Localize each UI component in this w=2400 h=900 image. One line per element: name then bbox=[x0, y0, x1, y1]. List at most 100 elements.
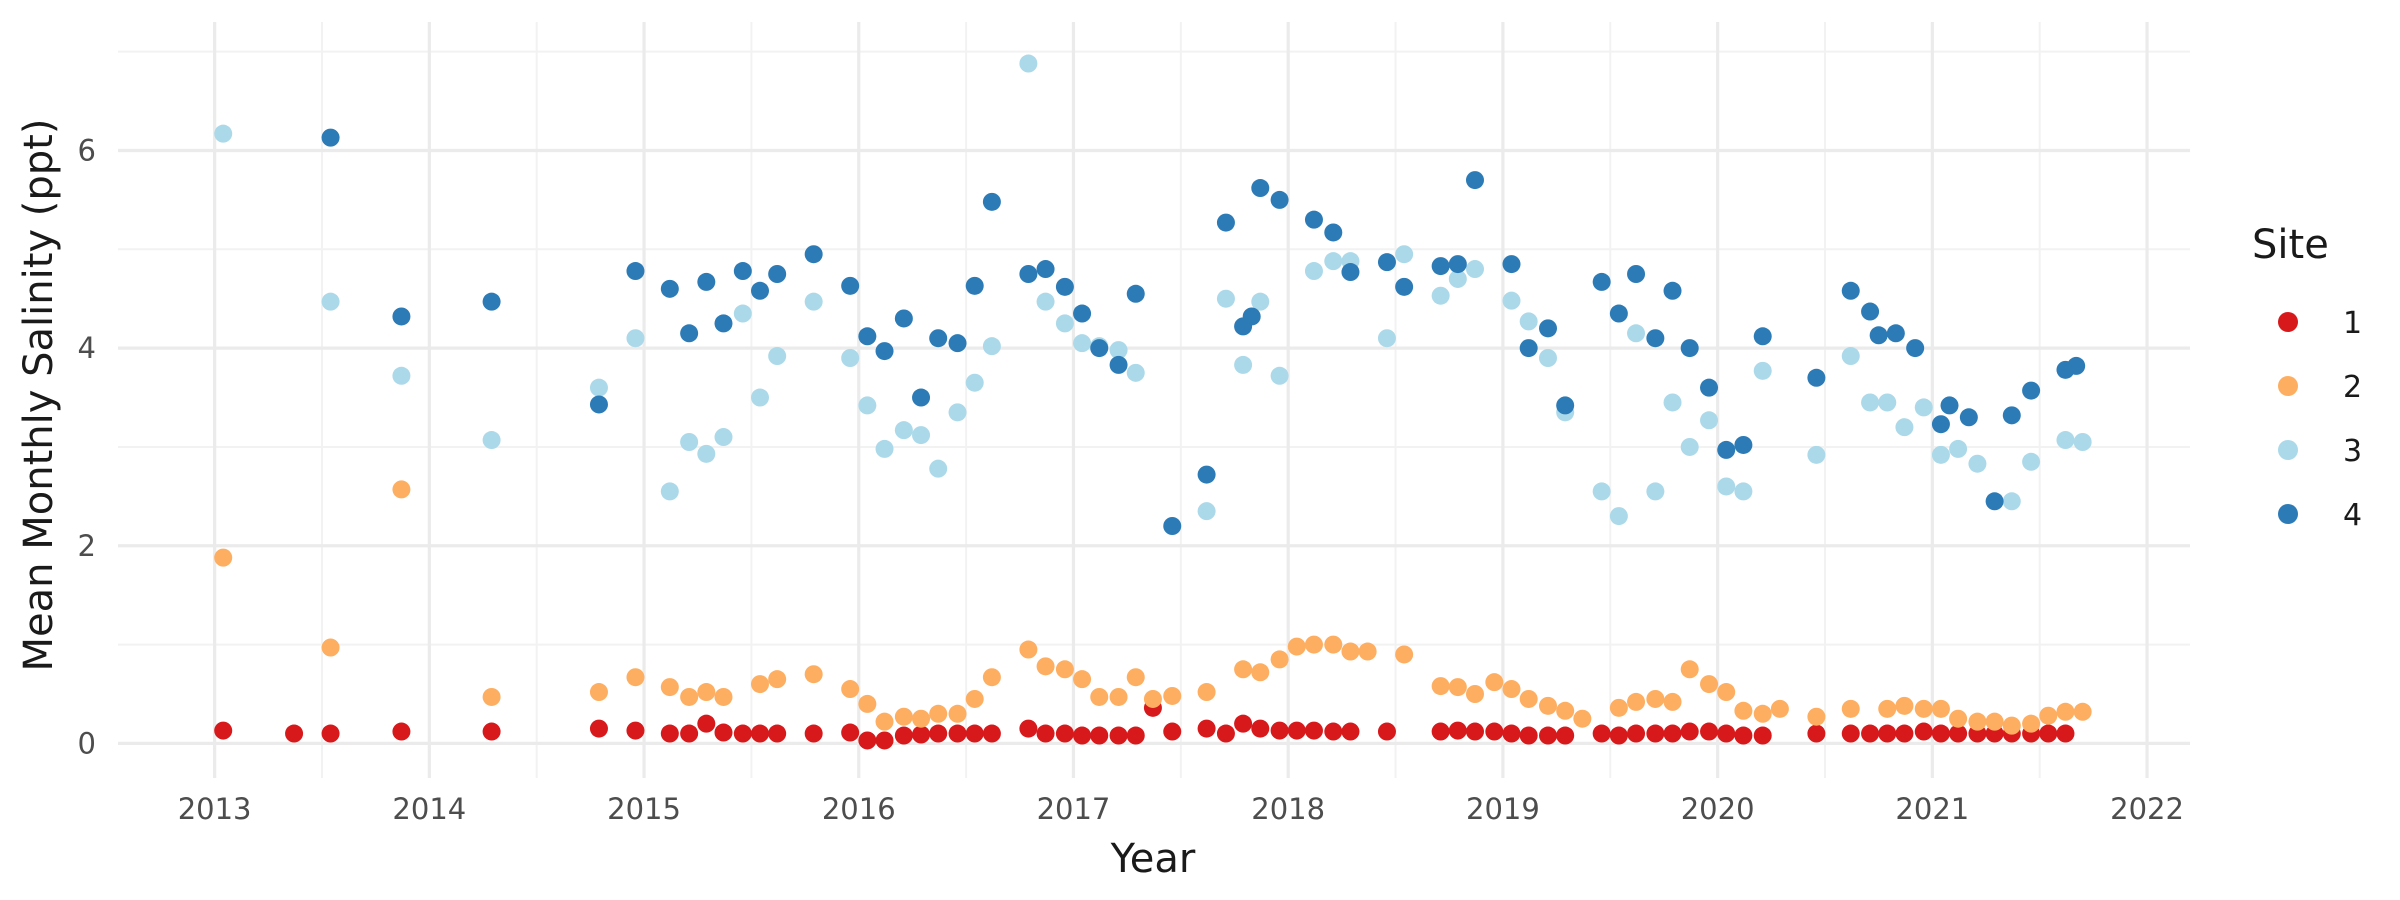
data-point-site-2 bbox=[1270, 650, 1289, 669]
data-point-site-2 bbox=[1126, 668, 1145, 687]
data-point-site-2 bbox=[1539, 696, 1558, 715]
data-point-site-3 bbox=[1197, 502, 1216, 521]
data-point-site-3 bbox=[1609, 507, 1628, 526]
data-point-site-3 bbox=[589, 378, 608, 397]
y-tick-label: 2 bbox=[78, 529, 96, 563]
data-point-site-4 bbox=[697, 272, 716, 291]
data-point-site-3 bbox=[1539, 349, 1558, 367]
data-point-site-2 bbox=[1734, 701, 1753, 720]
data-point-site-2 bbox=[1448, 678, 1467, 697]
data-point-site-4 bbox=[2022, 381, 2041, 400]
data-point-site-1 bbox=[589, 719, 608, 738]
data-point-site-4 bbox=[1465, 171, 1484, 190]
data-point-site-4 bbox=[1126, 284, 1145, 303]
data-point-site-4 bbox=[482, 292, 501, 311]
data-point-site-1 bbox=[1163, 722, 1182, 741]
data-point-site-3 bbox=[1931, 445, 1950, 464]
data-point-site-2 bbox=[1234, 660, 1253, 679]
data-point-site-2 bbox=[1019, 640, 1038, 659]
data-point-site-4 bbox=[1502, 255, 1521, 274]
legend-items: 1 2 3 4 bbox=[2278, 306, 2362, 533]
data-point-site-2 bbox=[1358, 642, 1377, 661]
data-point-site-3 bbox=[697, 444, 716, 463]
data-point-site-3 bbox=[2073, 433, 2092, 451]
data-point-site-3 bbox=[1878, 393, 1897, 412]
data-point-site-2 bbox=[1163, 686, 1182, 705]
data-point-site-1 bbox=[1807, 724, 1826, 743]
data-point-site-1 bbox=[1627, 724, 1646, 743]
x-tick-labels: 2013 2014 2015 2016 2017 2018 2019 2020 2021 2022 bbox=[178, 792, 2184, 826]
data-point-site-3 bbox=[680, 433, 699, 451]
data-point-site-1 bbox=[1126, 726, 1145, 745]
data-point-site-3 bbox=[1251, 292, 1270, 311]
data-point-site-3 bbox=[1646, 482, 1665, 501]
data-point-site-2 bbox=[714, 687, 733, 706]
data-point-site-2 bbox=[1680, 660, 1699, 679]
data-point-site-3 bbox=[1700, 411, 1719, 430]
data-point-site-3 bbox=[1753, 361, 1772, 380]
data-point-site-4 bbox=[626, 262, 645, 281]
data-point-site-2 bbox=[1143, 689, 1162, 708]
data-point-site-4 bbox=[1377, 253, 1396, 272]
data-point-site-2 bbox=[2022, 714, 2041, 733]
data-point-site-1 bbox=[392, 722, 411, 741]
data-point-site-2 bbox=[1878, 699, 1897, 718]
data-point-site-1 bbox=[2039, 724, 2058, 743]
data-point-site-2 bbox=[1287, 637, 1306, 656]
data-point-site-1 bbox=[1304, 721, 1323, 740]
data-point-site-1 bbox=[1700, 722, 1719, 741]
data-point-site-4 bbox=[1109, 355, 1128, 374]
x-axis-title: Year bbox=[1110, 836, 1196, 882]
legend-key-site-3 bbox=[2278, 440, 2298, 460]
x-tick-label: 2020 bbox=[1681, 792, 1755, 826]
data-point-site-4 bbox=[1216, 213, 1235, 232]
data-point-site-2 bbox=[1646, 689, 1665, 708]
data-point-site-2 bbox=[680, 687, 699, 706]
data-point-site-1 bbox=[912, 725, 931, 744]
data-point-site-4 bbox=[321, 128, 340, 147]
data-point-site-4 bbox=[2067, 356, 2086, 375]
data-point-site-4 bbox=[1242, 307, 1261, 326]
data-point-site-3 bbox=[1968, 454, 1987, 473]
legend-title: Site bbox=[2252, 222, 2329, 268]
data-point-site-4 bbox=[1090, 339, 1109, 358]
data-point-site-4 bbox=[841, 276, 860, 295]
data-point-site-1 bbox=[660, 724, 679, 743]
data-point-site-1 bbox=[1055, 724, 1074, 743]
data-point-site-4 bbox=[894, 309, 913, 328]
data-point-site-4 bbox=[1807, 368, 1826, 387]
data-point-site-1 bbox=[1216, 724, 1235, 743]
data-point-site-4 bbox=[1734, 435, 1753, 454]
data-point-site-1 bbox=[2056, 724, 2075, 743]
data-point-site-4 bbox=[750, 281, 769, 300]
data-point-site-2 bbox=[1109, 687, 1128, 706]
data-point-site-2 bbox=[965, 689, 984, 708]
data-point-site-3 bbox=[714, 428, 733, 447]
data-point-site-4 bbox=[2002, 406, 2021, 425]
data-point-site-2 bbox=[768, 670, 787, 689]
data-point-site-1 bbox=[1197, 719, 1216, 738]
data-point-site-1 bbox=[1841, 724, 1860, 743]
data-point-site-4 bbox=[1906, 339, 1925, 358]
data-point-site-1 bbox=[1734, 726, 1753, 745]
data-point-site-1 bbox=[714, 723, 733, 742]
data-point-site-4 bbox=[1680, 339, 1699, 358]
data-point-site-1 bbox=[1270, 721, 1289, 740]
data-point-site-2 bbox=[875, 712, 894, 731]
data-point-site-2 bbox=[1700, 675, 1719, 694]
data-point-site-4 bbox=[1539, 319, 1558, 338]
data-point-site-3 bbox=[1448, 269, 1467, 288]
data-point-site-3 bbox=[2056, 431, 2075, 450]
data-point-site-1 bbox=[1109, 726, 1128, 745]
data-point-site-2 bbox=[982, 668, 1001, 687]
x-tick-label: 2019 bbox=[1466, 792, 1540, 826]
x-tick-label: 2021 bbox=[1895, 792, 1969, 826]
data-point-site-1 bbox=[894, 726, 913, 745]
data-point-site-3 bbox=[965, 373, 984, 392]
data-point-site-3 bbox=[1717, 477, 1736, 496]
data-point-site-4 bbox=[1251, 179, 1270, 198]
data-point-site-2 bbox=[1304, 635, 1323, 654]
data-point-site-1 bbox=[1502, 724, 1521, 743]
data-point-site-2 bbox=[626, 668, 645, 687]
data-point-site-2 bbox=[1073, 670, 1092, 689]
